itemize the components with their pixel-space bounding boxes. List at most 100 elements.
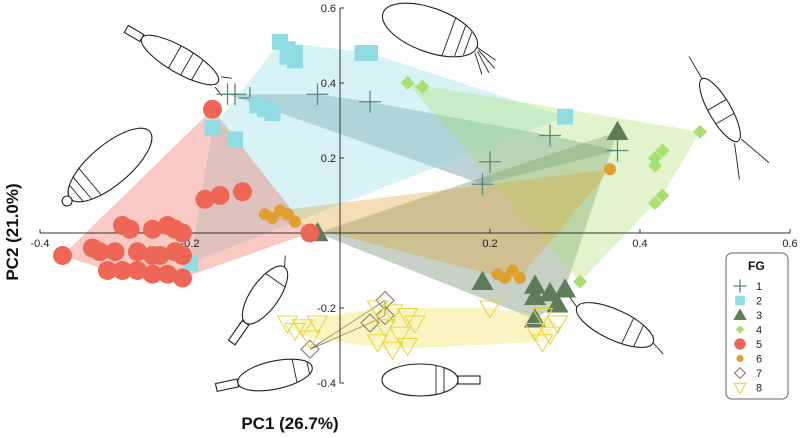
point-fg-5 bbox=[158, 264, 177, 284]
point-fg-3 bbox=[471, 270, 494, 290]
point-fg-5 bbox=[210, 186, 230, 205]
point-fg-5 bbox=[143, 219, 162, 239]
point-fg-5 bbox=[150, 246, 170, 265]
point-fg-4 bbox=[648, 151, 662, 165]
copepod-icon-lower-left-1 bbox=[227, 255, 289, 346]
point-fg-8 bbox=[381, 304, 404, 323]
hull-fg-3 bbox=[317, 131, 618, 320]
point-fg-5 bbox=[300, 223, 320, 243]
hull-fg-7 bbox=[309, 299, 386, 350]
point-fg-8 bbox=[276, 315, 299, 335]
point-fg-8 bbox=[531, 334, 554, 353]
legend-marker-fg-5 bbox=[734, 338, 746, 350]
point-fg-1 bbox=[471, 173, 494, 196]
point-fg-5 bbox=[128, 242, 147, 262]
point-fg-5 bbox=[173, 268, 192, 288]
legend-label-fg-7: 7 bbox=[756, 368, 762, 380]
point-fg-8 bbox=[291, 319, 314, 338]
copepod-icon-right bbox=[688, 56, 770, 180]
point-fg-5 bbox=[195, 189, 215, 209]
point-fg-1 bbox=[479, 150, 501, 173]
point-fg-8 bbox=[366, 300, 389, 320]
legend-items: 1 2 3 4 5 6 7 8 bbox=[733, 279, 762, 395]
legend-label-fg-2: 2 bbox=[756, 296, 762, 308]
copepod-icon-lower-left-2 bbox=[214, 358, 313, 393]
y-tick-label: -0.4 bbox=[317, 378, 336, 390]
point-fg-2 bbox=[264, 105, 281, 121]
x-axis-title: PC1 (26.7%) bbox=[241, 414, 338, 433]
point-fg-8 bbox=[539, 326, 561, 346]
y-ticks: -0.4 -0.2 0.2 0.4 0.6 bbox=[317, 3, 344, 390]
x-tick-label: 0.4 bbox=[632, 238, 647, 250]
copepod-icon-left bbox=[61, 127, 153, 207]
y-tick-label: 0.4 bbox=[321, 78, 336, 90]
point-fg-3 bbox=[524, 274, 546, 294]
hull-fg-1 bbox=[227, 94, 618, 185]
x-tick-label: 0.6 bbox=[782, 238, 797, 250]
point-fg-6 bbox=[499, 272, 511, 284]
x-tick-label: -0.4 bbox=[31, 238, 50, 250]
point-fg-5 bbox=[90, 242, 110, 262]
point-fg-3 bbox=[606, 120, 629, 140]
point-fg-6 bbox=[604, 163, 616, 176]
x-tick-label: 0.2 bbox=[482, 238, 497, 250]
legend-marker-fg-8 bbox=[733, 382, 747, 395]
point-fg-8 bbox=[524, 322, 546, 342]
hull-fg-4 bbox=[407, 83, 700, 282]
point-fg-6 bbox=[266, 212, 279, 224]
legend-label-fg-1: 1 bbox=[756, 281, 762, 293]
point-fg-8 bbox=[404, 315, 426, 335]
legend-title: FG bbox=[748, 259, 765, 273]
point-fg-4 bbox=[648, 196, 662, 210]
y-tick-label: -0.2 bbox=[317, 303, 336, 315]
point-fg-8 bbox=[299, 330, 321, 350]
point-fg-8 bbox=[396, 337, 419, 357]
point-fg-8 bbox=[306, 315, 329, 335]
legend-label-fg-5: 5 bbox=[756, 339, 762, 351]
point-fg-4 bbox=[648, 158, 662, 173]
group-hulls bbox=[62, 41, 700, 350]
point-fg-8 bbox=[396, 307, 419, 327]
point-fg-3 bbox=[546, 293, 569, 313]
point-fg-6 bbox=[281, 208, 294, 221]
point-fg-2 bbox=[362, 45, 378, 61]
point-fg-5 bbox=[143, 264, 162, 284]
point-fg-2 bbox=[249, 97, 266, 114]
point-fg-7 bbox=[300, 339, 320, 360]
point-fg-4 bbox=[573, 274, 587, 289]
point-fg-2 bbox=[287, 52, 303, 69]
point-fg-1 bbox=[359, 90, 381, 113]
point-fg-6 bbox=[506, 264, 519, 277]
point-fg-5 bbox=[203, 99, 222, 119]
point-fg-5 bbox=[113, 261, 132, 280]
copepod-icon-bottom-right bbox=[567, 293, 664, 355]
point-fg-4 bbox=[693, 124, 707, 139]
point-fg-8 bbox=[389, 326, 411, 346]
point-fg-5 bbox=[53, 246, 72, 265]
point-fg-5 bbox=[128, 261, 147, 280]
point-fg-4 bbox=[655, 143, 670, 158]
point-fg-3 bbox=[554, 278, 576, 298]
point-fg-6 bbox=[514, 272, 526, 284]
legend-marker-fg-7 bbox=[733, 366, 747, 380]
point-fg-4 bbox=[400, 76, 415, 90]
legend-marker-fg-4 bbox=[735, 325, 745, 334]
legend-box bbox=[725, 252, 789, 400]
y-tick-label: 0.6 bbox=[321, 3, 336, 15]
point-fg-8 bbox=[479, 300, 501, 320]
point-fg-1 bbox=[224, 83, 246, 106]
copepod-icon-top-center bbox=[381, 2, 496, 75]
y-tick-label: 0.2 bbox=[321, 153, 336, 165]
point-fg-8 bbox=[546, 315, 569, 335]
point-fg-5 bbox=[105, 242, 125, 262]
copepod-icon-top-left bbox=[123, 24, 232, 96]
point-fg-8 bbox=[381, 341, 404, 361]
point-fg-6 bbox=[289, 215, 301, 228]
legend-marker-fg-3 bbox=[733, 308, 747, 320]
point-fg-4 bbox=[655, 188, 670, 203]
legend-label-fg-8: 8 bbox=[756, 383, 762, 395]
y-axis-title: PC2 (21.0%) bbox=[3, 183, 22, 280]
point-fg-1 bbox=[306, 83, 329, 106]
